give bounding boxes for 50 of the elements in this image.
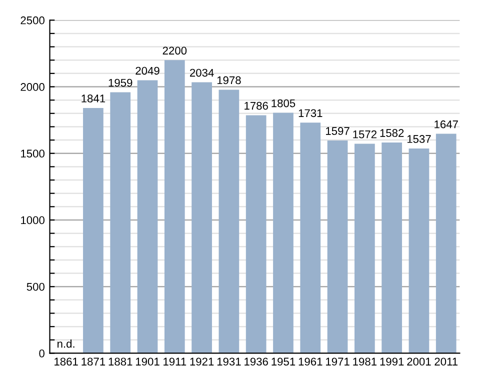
x-tick-label: 2001	[407, 358, 431, 366]
x-tick-label: 1871	[82, 358, 106, 366]
y-tick-label: 500	[26, 282, 44, 291]
bar	[273, 112, 294, 354]
data-label: 1978	[217, 76, 241, 84]
y-tick-label: 0	[39, 350, 44, 358]
x-tick-label: 1931	[217, 358, 241, 366]
x-tick-label: 1961	[298, 358, 322, 366]
x-tick-label: 1971	[326, 358, 350, 366]
data-label: 2034	[190, 68, 214, 77]
bar	[354, 144, 375, 354]
y-tick-label: 2500	[20, 16, 44, 24]
y-tick-label: 1500	[21, 150, 44, 158]
bar	[382, 142, 402, 354]
x-tick-label: 1981	[353, 358, 376, 366]
x-tick-label: 1951	[272, 358, 296, 366]
x-tick-label: 1911	[164, 358, 186, 366]
data-label: 1647	[434, 120, 458, 128]
x-tick-label: 1881	[108, 358, 132, 366]
x-tick-label: 1901	[136, 358, 160, 366]
text: n.d.	[58, 340, 74, 348]
bar	[164, 60, 185, 354]
bar	[110, 92, 131, 354]
bar	[436, 134, 456, 354]
x-tick-label: 1861	[54, 358, 78, 366]
bar	[408, 148, 430, 354]
data-label: 1805	[272, 99, 296, 108]
data-label: 1597	[326, 127, 350, 135]
x-tick-label: 1936	[244, 358, 268, 366]
y-tick-label: 1000	[21, 216, 44, 224]
data-label: 1959	[108, 78, 132, 87]
bar	[246, 115, 266, 354]
y-tick-label: 2000	[20, 83, 44, 91]
bar	[327, 140, 348, 354]
bar	[218, 90, 240, 354]
bar	[300, 122, 321, 354]
data-label: 2049	[136, 66, 160, 75]
data-label: 1731	[298, 109, 322, 118]
bar	[137, 80, 158, 354]
x-tick-label: 1921	[190, 358, 214, 366]
data-label: 1786	[244, 102, 268, 110]
bar	[192, 82, 212, 354]
data-label: 1582	[380, 129, 404, 137]
data-label: 1572	[353, 130, 376, 138]
data-label: 1537	[407, 135, 431, 143]
data-label: 1841	[82, 94, 106, 102]
bar	[83, 108, 104, 354]
x-tick-label: 1991	[380, 358, 404, 366]
x-tick-label: 2011	[434, 358, 458, 366]
data-label: 2200	[162, 46, 187, 55]
